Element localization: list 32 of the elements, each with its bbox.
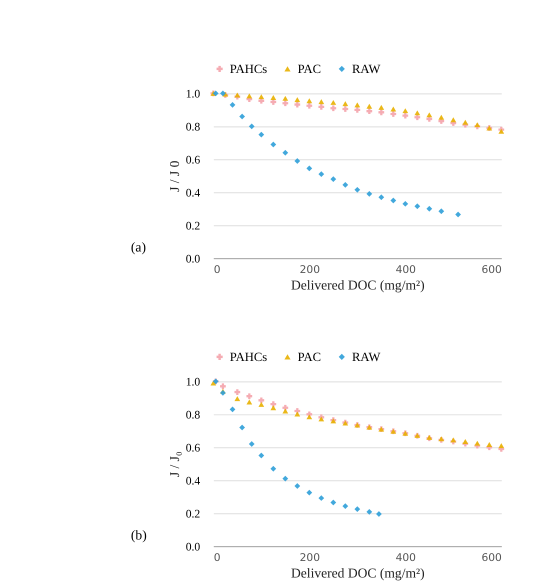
x-axis-title: Delivered DOC (mg/m²) [290,278,425,293]
y-tick-label: 0.8 [186,408,200,422]
legend-label: RAW [352,62,380,76]
y-tick-label: 0.2 [186,508,200,521]
y-tick-label: 1.0 [186,376,200,389]
x-tick-label: 400 [396,551,416,564]
x-tick-label: 0 [214,551,221,564]
x-tick-label: 600 [481,551,502,564]
y-tick-label: 0.0 [186,540,200,554]
legend-label: PAHCs [230,62,268,76]
y-tick-label: 0.6 [186,154,200,167]
x-axis-title: Delivered DOC (mg/m²) [290,566,425,581]
y-axis-title: J / J 0 [166,160,182,192]
y-tick-label: 0.6 [186,442,200,455]
text: (b) [130,527,147,542]
y-tick-label: 0.0 [186,252,200,266]
x-tick-label: 200 [300,263,320,276]
legend-label: PAC [298,62,322,76]
legend-label: PAHCs [230,350,268,364]
x-tick-label: 600 [481,263,502,276]
y-axis-title: J / J₀ [166,451,182,478]
x-tick-label: 0 [214,263,221,276]
legend-label: RAW [352,350,380,364]
text: (a) [130,239,146,254]
y-tick-label: 0.4 [186,186,200,200]
legend-label: PAC [298,350,322,364]
y-tick-label: 0.2 [186,220,200,233]
y-tick-label: 1.0 [186,88,200,101]
y-tick-label: 0.4 [186,474,200,488]
x-tick-label: 200 [300,551,320,564]
y-tick-label: 0.8 [186,120,200,134]
x-tick-label: 400 [396,263,416,276]
